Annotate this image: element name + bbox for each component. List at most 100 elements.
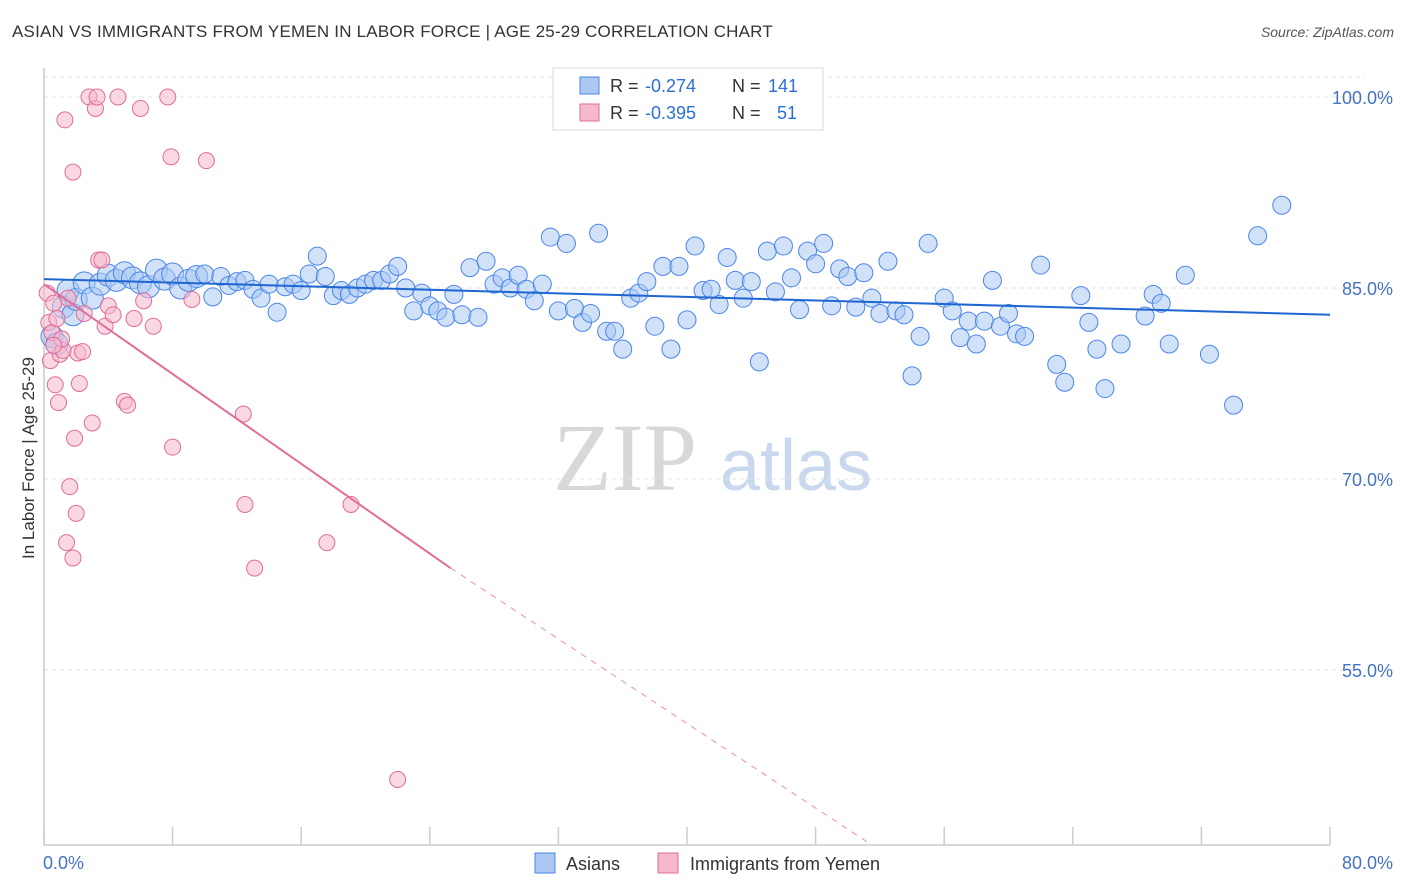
legend-r-label-1: R = <box>610 76 639 96</box>
asians-point <box>959 312 977 330</box>
asians-point <box>911 327 929 345</box>
asians-point <box>823 297 841 315</box>
x-tick-label-min: 0.0% <box>43 853 84 873</box>
y-tick-label-55: 55.0% <box>1342 661 1393 681</box>
asians-point <box>750 353 768 371</box>
asians-point <box>437 308 455 326</box>
asians-point <box>1273 196 1291 214</box>
yemen-point <box>120 397 136 413</box>
asians-point <box>292 282 310 300</box>
legend-r-value-2: -0.395 <box>645 103 696 123</box>
asians-point <box>1032 256 1050 274</box>
yemen-point <box>84 415 100 431</box>
yemen-point <box>50 395 66 411</box>
yemen-point <box>198 153 214 169</box>
yemen-trend-line <box>44 284 451 568</box>
asians-point <box>903 367 921 385</box>
asians-point <box>919 234 937 252</box>
yemen-point <box>184 291 200 307</box>
asians-point <box>1096 380 1114 398</box>
yemen-point <box>65 164 81 180</box>
yemen-point <box>68 505 84 521</box>
asians-point <box>300 265 318 283</box>
asians-point <box>879 252 897 270</box>
yemen-point <box>105 307 121 323</box>
asians-point <box>533 275 551 293</box>
legend-swatch-yemen <box>580 104 599 121</box>
asians-point <box>316 268 334 286</box>
grid-lines <box>44 77 1366 670</box>
x-tick-label-max: 80.0% <box>1342 853 1393 873</box>
asians-point <box>807 255 825 273</box>
yemen-point <box>163 149 179 165</box>
yemen-point <box>94 252 110 268</box>
asians-point <box>895 306 913 324</box>
bottom-legend-label-asians: Asians <box>566 854 620 874</box>
asians-point <box>742 273 760 291</box>
yemen-point <box>110 89 126 105</box>
yemen-point <box>89 89 105 105</box>
legend-n-label-1: N = <box>732 76 761 96</box>
watermark-zip: ZIP <box>553 404 697 511</box>
legend-n-value-2: 51 <box>777 103 797 123</box>
yemen-point <box>46 295 62 311</box>
asians-point <box>654 257 672 275</box>
asians-point <box>871 304 889 322</box>
asians-point <box>469 308 487 326</box>
asians-point <box>646 317 664 335</box>
yemen-point <box>145 318 161 334</box>
legend-n-value-1: 141 <box>768 76 798 96</box>
yemen-point <box>132 100 148 116</box>
asians-point <box>590 224 608 242</box>
y-axis-label: In Labor Force | Age 25-29 <box>19 357 38 559</box>
asians-point <box>1176 266 1194 284</box>
yemen-point <box>247 560 263 576</box>
yemen-point <box>62 479 78 495</box>
asians-point <box>606 322 624 340</box>
asians-point <box>308 247 326 265</box>
asians-point <box>1200 345 1218 363</box>
yemen-point <box>67 430 83 446</box>
asians-point <box>855 264 873 282</box>
asians-point <box>1249 227 1267 245</box>
asians-point <box>983 271 1001 289</box>
yemen-point <box>46 337 62 353</box>
legend-swatch-asians <box>580 77 599 94</box>
asians-point <box>268 303 286 321</box>
asians-point <box>453 306 471 324</box>
yemen-point <box>65 550 81 566</box>
asians-point <box>782 269 800 287</box>
asians-point <box>967 335 985 353</box>
bottom-legend: Asians Immigrants from Yemen <box>535 853 880 874</box>
asians-point <box>638 273 656 291</box>
asians-point <box>1048 355 1066 373</box>
asians-point <box>686 237 704 255</box>
asians-point <box>1016 327 1034 345</box>
asians-point <box>815 234 833 252</box>
asians-point <box>405 302 423 320</box>
top-legend: R = -0.274 N = 141 R = -0.395 N = 51 <box>553 68 823 130</box>
yemen-point <box>57 112 73 128</box>
trend-lines <box>44 279 1330 845</box>
y-tick-label-70: 70.0% <box>1342 470 1393 490</box>
legend-r-label-2: R = <box>610 103 639 123</box>
asians-point <box>389 257 407 275</box>
asians-point <box>461 259 479 277</box>
asians-point <box>525 292 543 310</box>
asians-point <box>1088 340 1106 358</box>
asians-point <box>614 340 632 358</box>
asians-point <box>1056 373 1074 391</box>
y-tick-label-85: 85.0% <box>1342 279 1393 299</box>
tick-labels: 100.0% 85.0% 70.0% 55.0% 0.0% 80.0% <box>43 88 1393 873</box>
bottom-legend-swatch-yemen <box>658 853 678 873</box>
asians-point <box>1080 313 1098 331</box>
asians-point <box>549 302 567 320</box>
yemen-points <box>39 89 405 788</box>
y-tick-label-100: 100.0% <box>1332 88 1393 108</box>
legend-r-value-1: -0.274 <box>645 76 696 96</box>
asians-points <box>41 196 1291 414</box>
legend-n-label-2: N = <box>732 103 761 123</box>
asians-point <box>1112 335 1130 353</box>
asians-point <box>557 234 575 252</box>
